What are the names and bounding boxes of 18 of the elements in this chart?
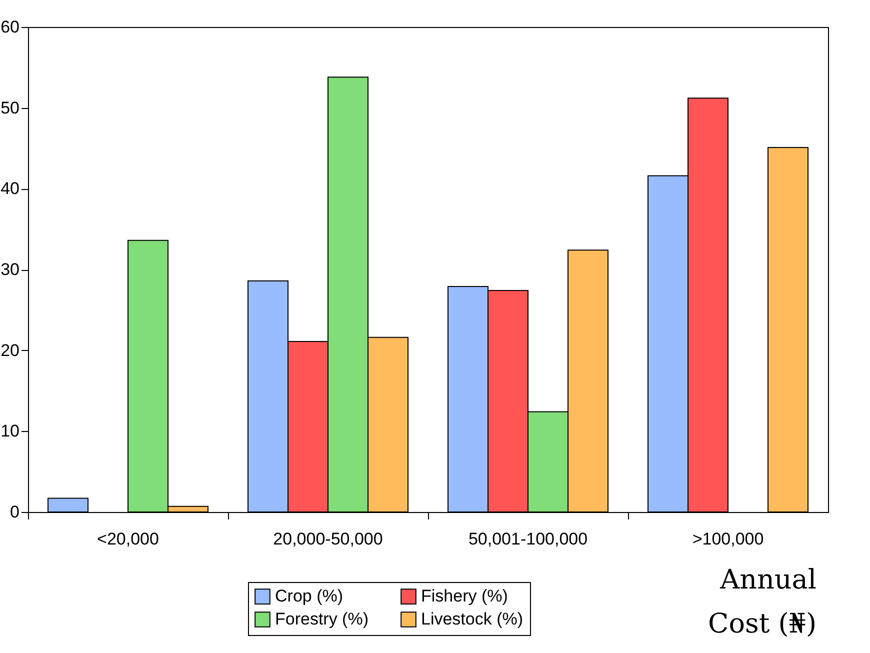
y-tick-label: 60 xyxy=(0,18,20,36)
x-tick-label: 50,001-100,000 xyxy=(468,530,588,548)
y-tick-label: 20 xyxy=(0,340,20,360)
y-tick-label: 30 xyxy=(0,260,20,279)
y-tick-label: 50 xyxy=(0,98,20,118)
x-tick-label: >100,000 xyxy=(692,530,764,548)
legend-label: Livestock (%) xyxy=(421,610,524,628)
bar xyxy=(768,146,808,512)
legend-label: Forestry (%) xyxy=(275,610,368,628)
legend-label: Fishery (%) xyxy=(421,586,508,606)
x-tick-label: 20,000-50,000 xyxy=(273,530,383,548)
y-tick-label: 0 xyxy=(10,502,20,522)
legend-label: Crop (%) xyxy=(275,586,344,606)
x-tick-label: <20,000 xyxy=(97,530,159,548)
bar xyxy=(48,498,88,512)
x-axis-title: Annual Cost (₦) xyxy=(708,564,816,640)
y-tick-label: 10 xyxy=(0,422,20,441)
y-tick-label: 40 xyxy=(0,179,20,198)
